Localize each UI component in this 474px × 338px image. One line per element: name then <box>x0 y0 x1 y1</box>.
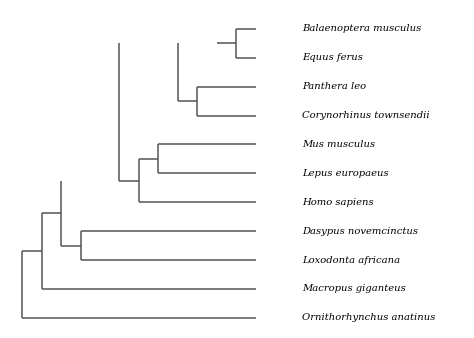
Text: Mus musculus: Mus musculus <box>302 140 375 149</box>
Text: Balaenoptera musculus: Balaenoptera musculus <box>302 24 421 33</box>
Text: Macropus giganteus: Macropus giganteus <box>302 285 406 293</box>
Text: Dasypus novemcinctus: Dasypus novemcinctus <box>302 227 418 236</box>
Text: Homo sapiens: Homo sapiens <box>302 198 374 207</box>
Text: Ornithorhynchus anatinus: Ornithorhynchus anatinus <box>302 313 436 322</box>
Text: Loxodonta africana: Loxodonta africana <box>302 256 401 265</box>
Text: Corynorhinus townsendii: Corynorhinus townsendii <box>302 111 430 120</box>
Text: Lepus europaeus: Lepus europaeus <box>302 169 389 178</box>
Text: Equus ferus: Equus ferus <box>302 53 363 62</box>
Text: Panthera leo: Panthera leo <box>302 82 366 91</box>
